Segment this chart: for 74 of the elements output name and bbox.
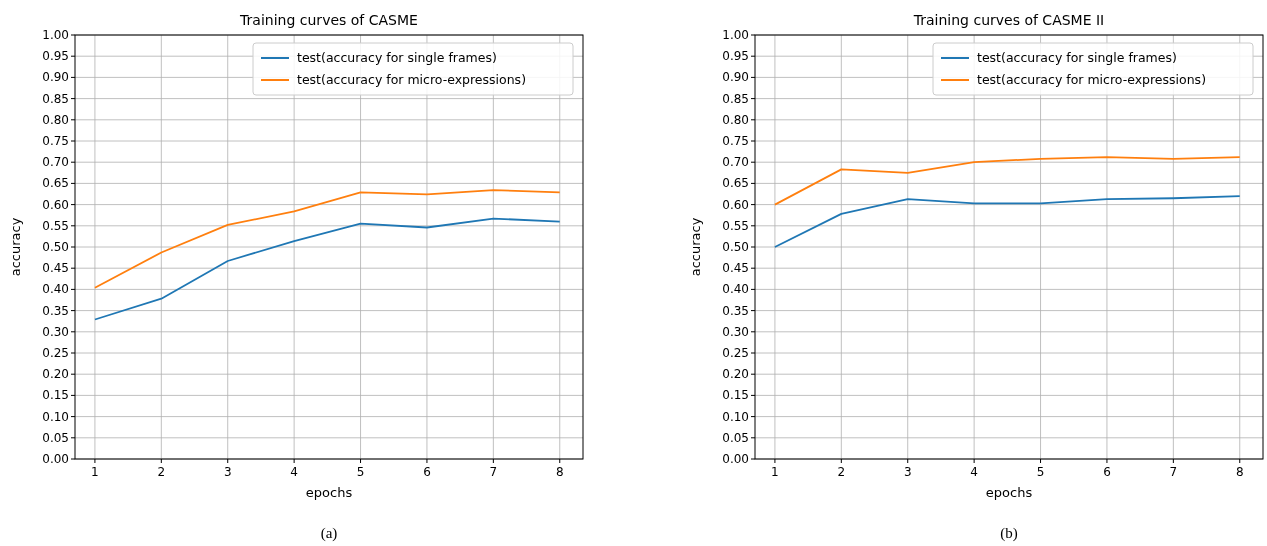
text: (a) (320, 525, 338, 542)
y-tick-label: 0.35 (722, 303, 749, 318)
y-tick-label: 0.60 (42, 197, 69, 212)
y-tick-label: 0.55 (42, 218, 69, 233)
y-tick-label: 1.00 (42, 28, 69, 42)
y-tick-label: 0.00 (42, 452, 69, 466)
y-tick-label: 0.25 (722, 346, 749, 360)
y-tick-label: 0.45 (42, 261, 69, 276)
x-tick-label: 5 (1036, 465, 1045, 479)
chart-title: Training curves of CASME II (912, 12, 1105, 28)
legend-label: test(accuracy for micro-expressions) (297, 72, 527, 87)
y-tick-label: 0.75 (42, 134, 69, 148)
y-tick-label: 0.20 (722, 367, 749, 382)
y-tick-label: 0.20 (42, 367, 69, 382)
y-tick-label: 0.50 (42, 240, 69, 254)
y-tick-label: 0.90 (42, 70, 69, 85)
line-series (94, 189, 561, 289)
y-tick-label: 0.85 (722, 91, 749, 106)
y-tick-label: 0.75 (722, 134, 749, 148)
chart-title: Training curves of CASME (239, 12, 418, 28)
y-tick-label: 0.65 (722, 176, 749, 191)
legend-label: test(accuracy for single frames) (977, 50, 1177, 65)
x-tick-label: 2 (837, 465, 846, 479)
y-tick-label: 0.95 (42, 49, 69, 64)
x-tick-label: 8 (555, 465, 564, 479)
x-tick-label: 3 (223, 465, 232, 479)
line-series (774, 195, 1241, 248)
x-tick-label: 3 (903, 465, 912, 479)
y-tick-label: 0.90 (722, 70, 749, 85)
y-tick-label: 0.35 (42, 303, 69, 318)
x-tick-label: 4 (290, 465, 298, 479)
x-tick-label: 6 (423, 465, 431, 479)
x-axis-title: epochs (985, 485, 1033, 500)
x-axis-title: epochs (305, 485, 353, 500)
x-tick-label: 5 (356, 465, 365, 479)
x-tick-label: 2 (157, 465, 166, 479)
y-tick-label: 0.65 (42, 176, 69, 191)
y-tick-label: 0.40 (722, 282, 749, 297)
y-tick-label: 0.15 (42, 388, 69, 403)
x-tick-label: 1 (771, 465, 779, 479)
y-tick-label: 0.95 (722, 49, 749, 64)
x-tick-label: 7 (1169, 465, 1178, 479)
y-tick-label: 1.00 (722, 28, 749, 42)
y-tick-label: 0.80 (42, 112, 69, 127)
y-tick-label: 0.05 (722, 430, 749, 445)
y-tick-label: 0.60 (722, 197, 749, 212)
y-tick-label: 0.10 (42, 409, 69, 424)
y-tick-label: 0.45 (722, 261, 749, 276)
line-series (94, 217, 561, 321)
y-tick-label: 0.15 (722, 388, 749, 403)
x-tick-label: 7 (489, 465, 498, 479)
legend-label: test(accuracy for single frames) (297, 50, 497, 65)
y-tick-label: 0.30 (42, 324, 69, 339)
text: (b) (1000, 525, 1018, 542)
x-tick-label: 4 (970, 465, 978, 479)
y-tick-label: 0.00 (722, 452, 749, 466)
legend-label: test(accuracy for micro-expressions) (977, 72, 1207, 87)
y-tick-label: 0.40 (42, 282, 69, 297)
y-tick-label: 0.30 (722, 324, 749, 339)
y-tick-label: 0.80 (722, 112, 749, 127)
y-tick-label: 0.50 (722, 240, 749, 254)
x-tick-label: 8 (1235, 465, 1244, 479)
y-tick-label: 0.70 (42, 155, 69, 170)
y-axis-title: accuracy (8, 217, 23, 277)
y-tick-label: 0.10 (722, 409, 749, 424)
line-series (774, 156, 1241, 206)
y-tick-label: 0.05 (42, 430, 69, 445)
y-tick-label: 0.25 (42, 346, 69, 360)
x-tick-label: 1 (91, 465, 99, 479)
x-tick-label: 6 (1103, 465, 1111, 479)
y-axis-title: accuracy (688, 217, 703, 277)
y-tick-label: 0.70 (722, 155, 749, 170)
y-tick-label: 0.55 (722, 218, 749, 233)
y-tick-label: 0.85 (42, 91, 69, 106)
